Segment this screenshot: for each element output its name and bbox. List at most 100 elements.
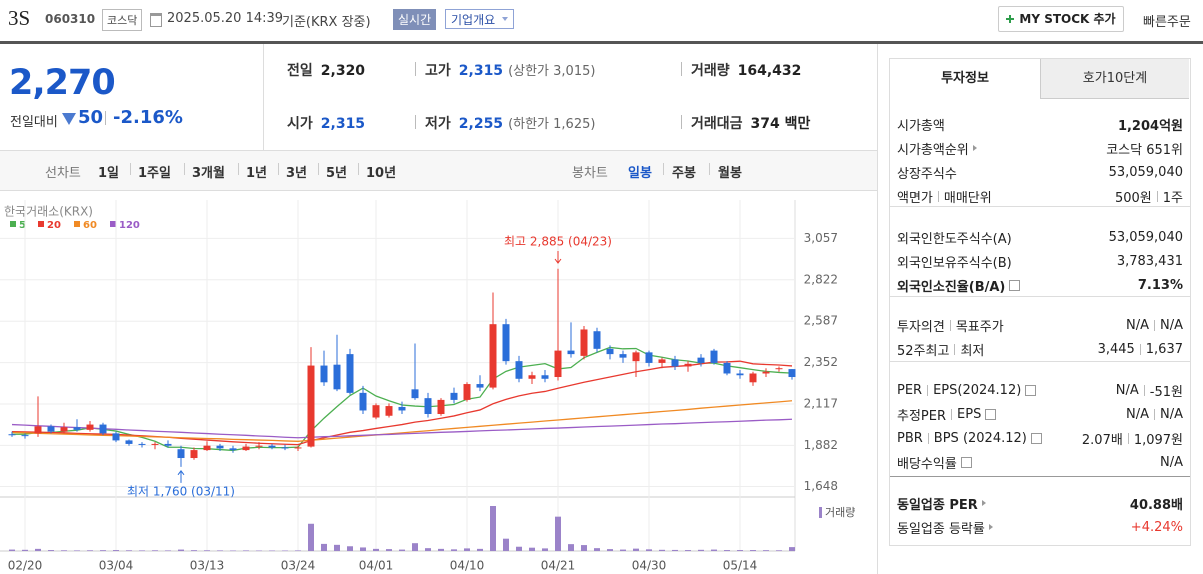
candle-body: [294, 447, 302, 449]
volume-bar: [464, 548, 470, 551]
volume-bar: [217, 550, 223, 551]
summary-label: 전일: [287, 63, 313, 79]
tab-divider: [318, 163, 319, 175]
candle-body: [515, 361, 523, 379]
period-tab[interactable]: 10년: [366, 166, 397, 181]
stock-chart: 한국거래소(KRX)5 20 60 120 1,648 1,882 2,117 2,352 2,…: [0, 200, 855, 573]
candle-body: [73, 427, 81, 430]
row-label: 배당수익률: [897, 453, 972, 472]
candle-body: [788, 369, 796, 378]
value-text: 53,059,040: [1108, 229, 1183, 245]
candle-body: [190, 450, 198, 459]
period-tab[interactable]: 3개월: [192, 166, 225, 181]
quick-order[interactable]: 빠른주문: [1143, 15, 1191, 30]
period-tab[interactable]: 3년: [286, 166, 308, 181]
y-tick-label: 2,587: [804, 314, 838, 328]
tab-divider: [663, 163, 664, 175]
value-text: 1,204억원: [1117, 118, 1183, 134]
separator: [1139, 343, 1141, 355]
candle-body: [60, 427, 68, 432]
info-row: 동일업종 PER 40.88배: [897, 493, 1183, 513]
volume-bar: [191, 550, 197, 551]
candle-body: [528, 375, 536, 379]
volume-bar: [451, 549, 457, 551]
volume-legend-swatch: [819, 507, 822, 518]
tab-divider: [130, 163, 131, 175]
info-tab[interactable]: 호가10단계: [1041, 59, 1189, 99]
info-row: PER EPS(2024.12) N/A -51원: [897, 380, 1183, 400]
y-tick-label: 3,057: [804, 231, 838, 245]
volume-bar: [529, 547, 535, 551]
label-text: 52주최고: [897, 343, 950, 359]
row-label: 상장주식수: [897, 163, 957, 182]
candle-body: [476, 384, 484, 388]
volume-bar: [295, 550, 301, 551]
candle-body: [346, 354, 354, 393]
row-divider: [890, 476, 1190, 477]
candle-body: [411, 389, 419, 399]
period-tab[interactable]: 1일: [98, 166, 120, 181]
row-label: 52주최고 최저: [897, 340, 984, 359]
arrow-icon: [988, 524, 993, 530]
x-tick-label: 03/04: [99, 559, 134, 573]
separator: [1156, 190, 1158, 202]
volume-bar: [373, 548, 379, 551]
candle-body: [723, 362, 731, 374]
value-text: 1,097원: [1133, 432, 1183, 448]
volume-bar: [100, 550, 106, 551]
volume-bar: [152, 550, 158, 551]
volume-bar: [633, 548, 639, 551]
volume-bar: [360, 547, 366, 551]
candle-body: [671, 359, 679, 367]
summary-value: 374 백만: [750, 116, 811, 132]
candle-body: [307, 365, 315, 447]
moving-average: [11, 400, 793, 442]
row-label: 시가총액순위: [897, 139, 977, 158]
change-amount: 50: [78, 107, 104, 128]
x-tick-label: 02/20: [8, 559, 43, 573]
overview-button[interactable]: 기업개요: [445, 9, 515, 29]
row-label: PBR BPS (2024.12): [897, 431, 1042, 446]
dropdown-icon: [502, 17, 509, 21]
candle-tab[interactable]: 주봉: [672, 166, 696, 181]
candle-tab[interactable]: 일봉: [628, 166, 652, 181]
volume-bar: [659, 549, 665, 551]
volume-bar: [711, 549, 717, 551]
info-row: 시가총액순위 코스닥 651위: [897, 138, 1183, 158]
volume-bar: [61, 550, 67, 551]
value-text: N/A: [1160, 317, 1183, 333]
period-tab[interactable]: 1년: [246, 166, 268, 181]
candle-body: [762, 371, 770, 374]
legend-label: 5: [19, 220, 26, 231]
value-text: N/A: [1126, 317, 1149, 333]
candle-body: [99, 424, 107, 434]
row-label: 액면가 매매단위: [897, 187, 992, 206]
volume-bar: [724, 550, 730, 551]
candle-body: [645, 352, 653, 363]
separator: [1127, 432, 1129, 444]
info-row: 52주최고 최저 3,445 1,637: [897, 339, 1183, 359]
tab-divider: [278, 163, 279, 175]
legend-label: 20: [47, 220, 61, 231]
candle-body: [632, 352, 640, 362]
volume-bar: [672, 549, 678, 551]
realtime-badge[interactable]: 실시간: [393, 9, 437, 30]
summary-label: 시가: [287, 116, 313, 132]
change-rate: -2.16%: [113, 107, 183, 128]
label-text: 외국인한도주식수(A): [897, 231, 1012, 247]
separator: [927, 384, 929, 396]
candle-body: [424, 398, 432, 414]
label-text: 목표주가: [955, 319, 1004, 335]
my-stock-button[interactable]: MY STOCK 추가: [998, 6, 1124, 32]
period-tab[interactable]: 1주일: [138, 166, 171, 181]
candle-body: [112, 433, 120, 441]
candle-tab[interactable]: 월봉: [718, 166, 742, 181]
info-panel: [889, 58, 1191, 546]
label-text: PBR: [897, 430, 923, 446]
info-tab-active[interactable]: 투자정보: [890, 59, 1041, 99]
volume-bar: [113, 550, 119, 551]
volume-bar: [490, 506, 496, 551]
candle-body: [502, 324, 510, 362]
volume-bar: [555, 516, 561, 551]
period-tab[interactable]: 5년: [326, 166, 348, 181]
